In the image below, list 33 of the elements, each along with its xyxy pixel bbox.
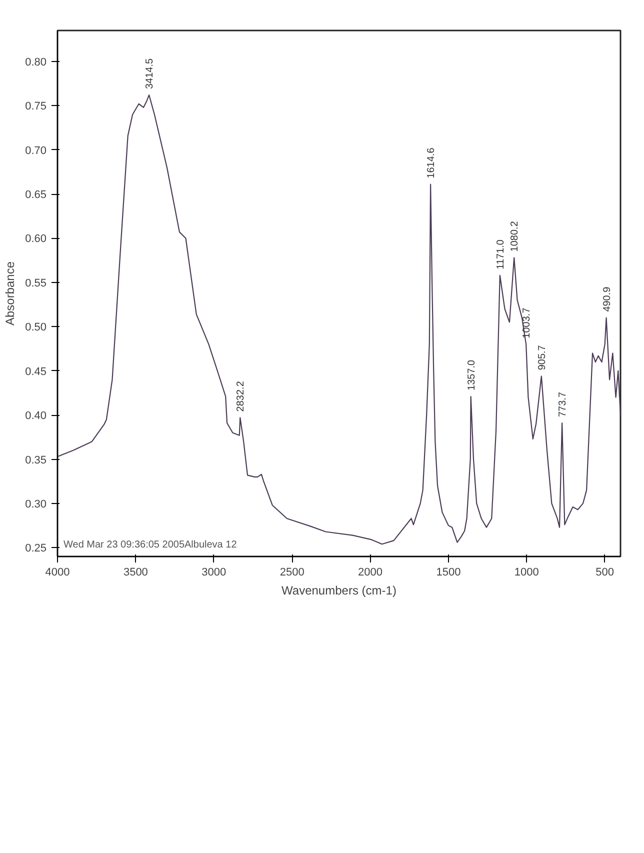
- annotation: 1357.0: [466, 359, 478, 390]
- annotation: 1080.2: [510, 220, 521, 252]
- annotation: 3414.5: [144, 58, 156, 90]
- y-tick-label: 0.40: [25, 410, 47, 422]
- x-tick-label: 1500: [436, 566, 461, 578]
- annotation: Wed Mar 23 09:36:05 2005Albuleva 12: [64, 540, 238, 550]
- y-tick-label: 0.65: [25, 189, 47, 202]
- x-tick-label: 3000: [202, 566, 226, 578]
- annotation: 1614.6: [426, 147, 438, 178]
- y-tick-label: 0.70: [25, 144, 47, 157]
- x-tick-label: 4000: [45, 566, 70, 578]
- y-tick-label: 0.35: [25, 454, 47, 466]
- y-tick-label: 0.50: [25, 322, 47, 334]
- x-tick-label: 1000: [514, 566, 539, 578]
- annotation: 490.9: [602, 286, 613, 312]
- y-tick-label: 0.55: [25, 277, 47, 290]
- y-tick-label: 0.25: [25, 542, 47, 555]
- x-tick-label: 500: [596, 566, 614, 578]
- annotation: 905.7: [536, 344, 548, 370]
- x-tick-label: 3500: [123, 566, 148, 578]
- y-tick-label: 0.30: [25, 498, 47, 510]
- annotation: 2832.2: [236, 380, 247, 412]
- annotation: 1171.0: [495, 239, 506, 270]
- y-axis-title: Absorbance: [3, 261, 18, 326]
- y-tick-label: 0.45: [25, 366, 47, 378]
- x-tick-label: 2000: [358, 566, 383, 578]
- annotation: 773.7: [558, 392, 569, 418]
- y-tick-label: 0.75: [25, 100, 47, 113]
- x-axis-title: Wavenumbers (cm-1): [282, 584, 396, 598]
- x-tick-label: 2500: [280, 566, 304, 578]
- y-tick-label: 0.60: [25, 233, 47, 246]
- y-tick-label: 0.80: [25, 56, 47, 68]
- annotation: 1003.7: [522, 307, 533, 338]
